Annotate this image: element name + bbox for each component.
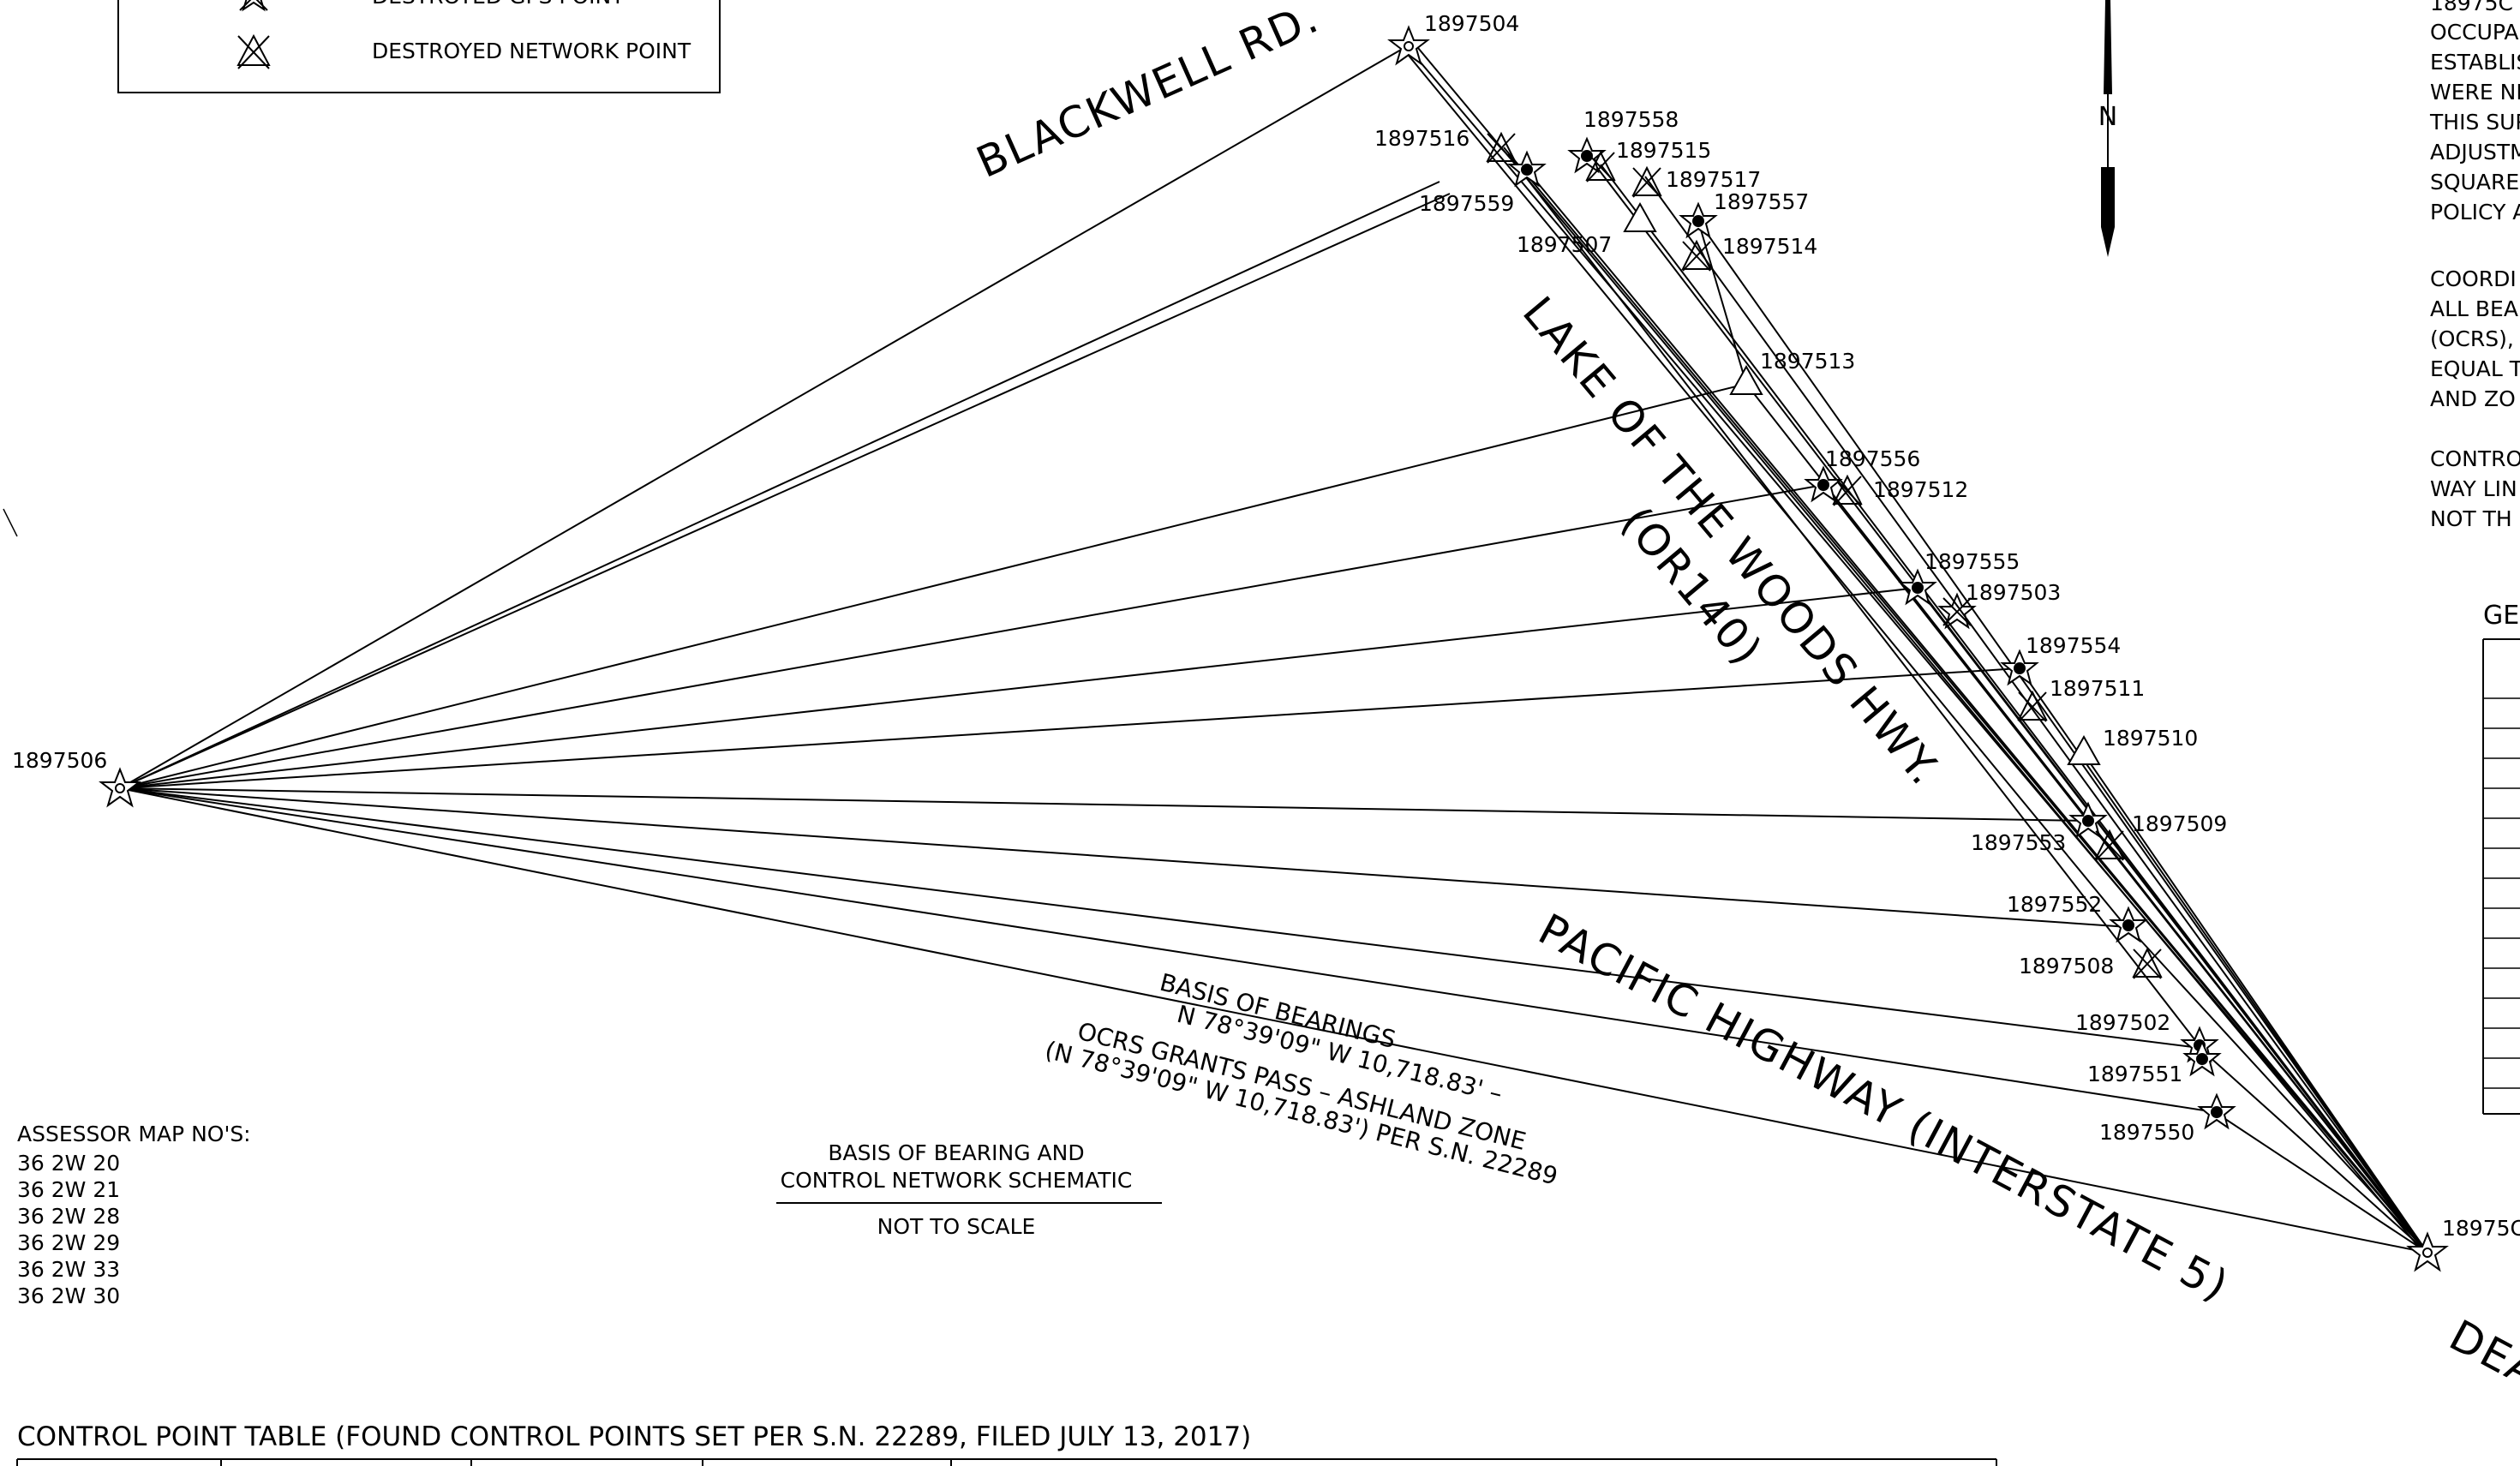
street-lake-of-the-woods-hwy: LAKE OF THE WOODS HWY. [1513, 287, 1950, 794]
note-line: SQUARE [2430, 170, 2519, 194]
point-label: 1897507 [1517, 232, 1612, 257]
triangle-point-icon [2067, 734, 2101, 765]
control-points: 1897506 1897504 18975C 1897516 1897559 [12, 11, 2520, 1272]
assessor-title: ASSESSOR MAP NO'S: [17, 1122, 251, 1146]
point-label: 1897503 [1966, 580, 2061, 605]
schematic-title: BASIS OF BEARING AND CONTROL NETWORK SCH… [776, 1140, 1162, 1239]
point-label: 1897502 [2075, 1010, 2170, 1035]
assessor-map-item: 36 2W 20 [17, 1151, 120, 1176]
point-label: 1897557 [1714, 189, 1809, 214]
note-line: OCCUPA [2430, 20, 2518, 45]
network-point-icon [2109, 906, 2148, 943]
point-label: 1897515 [1616, 138, 1711, 163]
note-line: ALL BEA [2430, 296, 2518, 321]
destroyed-network-point-icon [1631, 165, 1662, 198]
network-point-icon [2068, 801, 2108, 839]
point-label: 1897552 [2007, 892, 2102, 917]
point-label: 1897553 [1971, 830, 2066, 855]
note-line: THIS SUR [2429, 110, 2520, 135]
note-line: AND ZO [2430, 386, 2516, 411]
north-label: N [2098, 102, 2117, 132]
assessor-map-item: 36 2W 33 [17, 1257, 120, 1282]
point-label: 1897509 [2132, 811, 2227, 836]
network-point-icon [1679, 201, 1718, 239]
point-label: 1897513 [1760, 349, 1855, 374]
note-line: 18975C [2430, 0, 2513, 15]
point-label: 1897511 [2050, 676, 2145, 701]
legend-label: DESTROYED NETWORK POINT [372, 39, 691, 63]
note-line: WAY LIN [2430, 476, 2517, 501]
legend-label: DESTROYED GPS POINT [372, 0, 625, 9]
destroyed-network-point-icon [236, 33, 271, 69]
point-label: 1897506 [12, 748, 107, 773]
north-arrow-icon: N [2098, 0, 2117, 257]
note-line: CONTRO [2430, 446, 2520, 471]
schematic-title-line-2: CONTROL NETWORK SCHEMATIC [781, 1168, 1133, 1193]
point-label: 1897555 [1924, 549, 2020, 574]
street-pacific-highway: PACIFIC HIGHWAY (INTERSTATE 5) [1530, 904, 2237, 1311]
destroyed-gps-point-icon [239, 0, 268, 12]
network-point-icon [1507, 150, 1547, 188]
network-lines [119, 42, 2428, 1254]
point-label: 1897512 [1873, 477, 1968, 502]
point-label: 1897517 [1666, 167, 1761, 192]
point-label: 1897559 [1419, 191, 1514, 216]
gps-point-icon [99, 767, 141, 808]
assessor-map-item: 36 2W 21 [17, 1177, 120, 1202]
gps-point-icon [2406, 1231, 2449, 1272]
destroyed-network-point-icon [1585, 150, 1616, 183]
table-title: CONTROL POINT TABLE (FOUND CONTROL POINT… [17, 1421, 1251, 1452]
basis-of-bearings: BASIS OF BEARINGS N 78°39'09" W 10,718.8… [1042, 968, 1560, 1191]
right-notes: 18975C OCCUPA ESTABLIS WERE NE THIS SUR … [2429, 0, 2520, 1115]
triangle-point-icon [1729, 364, 1763, 395]
point-label: 1897554 [2026, 633, 2121, 658]
triangle-point-icon [1623, 201, 1657, 232]
note-line: ESTABLIS [2430, 50, 2520, 75]
note-line: EQUAL T [2430, 356, 2520, 381]
note-line: COORDI [2430, 266, 2517, 291]
point-label: 1897550 [2099, 1120, 2194, 1145]
point-label: 1897514 [1722, 234, 1817, 259]
note-line: WERE NE [2430, 80, 2520, 105]
note-line: ADJUSTM [2430, 140, 2520, 165]
assessor-map-list: ASSESSOR MAP NO'S: 36 2W 20 36 2W 21 36 … [17, 1122, 251, 1308]
destroyed-network-point-icon [1681, 239, 1712, 272]
note-line: POLICY A [2430, 200, 2520, 224]
point-label: 1897504 [1424, 11, 1519, 36]
point-label: 1897510 [2103, 726, 2198, 751]
gps-point-icon [1387, 25, 1430, 66]
control-point-table: CONTROL POINT TABLE (FOUND CONTROL POINT… [16, 1421, 1997, 1466]
network-point-icon [1898, 568, 1937, 606]
point-label: 18975C [2442, 1216, 2520, 1241]
note-line: (OCRS), [2430, 326, 2514, 351]
network-point-icon [2000, 649, 2039, 686]
street-blackwell-rd: BLACKWELL RD. [969, 0, 1326, 188]
geo-table-header: GE [2483, 601, 2519, 631]
destroyed-gps-point-icon [1937, 592, 1977, 630]
destroyed-network-point-icon [2017, 690, 2048, 722]
network-point-icon [2182, 1039, 2222, 1077]
schematic-scale-note: NOT TO SCALE [877, 1214, 1036, 1239]
assessor-map-item: 36 2W 30 [17, 1283, 120, 1308]
assessor-map-item: 36 2W 28 [17, 1204, 120, 1229]
point-label: 1897556 [1825, 446, 1920, 471]
network-point-icon [2197, 1092, 2236, 1130]
point-label: 1897508 [2019, 954, 2114, 978]
point-label: 1897516 [1374, 126, 1470, 151]
point-label: 1897558 [1583, 107, 1679, 132]
destroyed-network-point-icon [2132, 947, 2163, 979]
legend-box [117, 0, 721, 93]
legend: DESTROYED GPS POINT DESTROYED NETWORK PO… [117, 0, 721, 93]
note-line: NOT TH [2430, 506, 2512, 531]
destroyed-network-point-icon [1832, 474, 1863, 506]
stray-mark [3, 508, 18, 537]
street-partial-label: DEA [2441, 1310, 2520, 1398]
destroyed-network-point-icon [2094, 829, 2125, 861]
schematic-title-line-1: BASIS OF BEARING AND [828, 1140, 1084, 1165]
assessor-map-item: 36 2W 29 [17, 1230, 120, 1255]
destroyed-network-point-icon [1486, 131, 1517, 164]
geo-table [2482, 638, 2520, 1115]
point-label: 1897551 [2087, 1062, 2182, 1086]
